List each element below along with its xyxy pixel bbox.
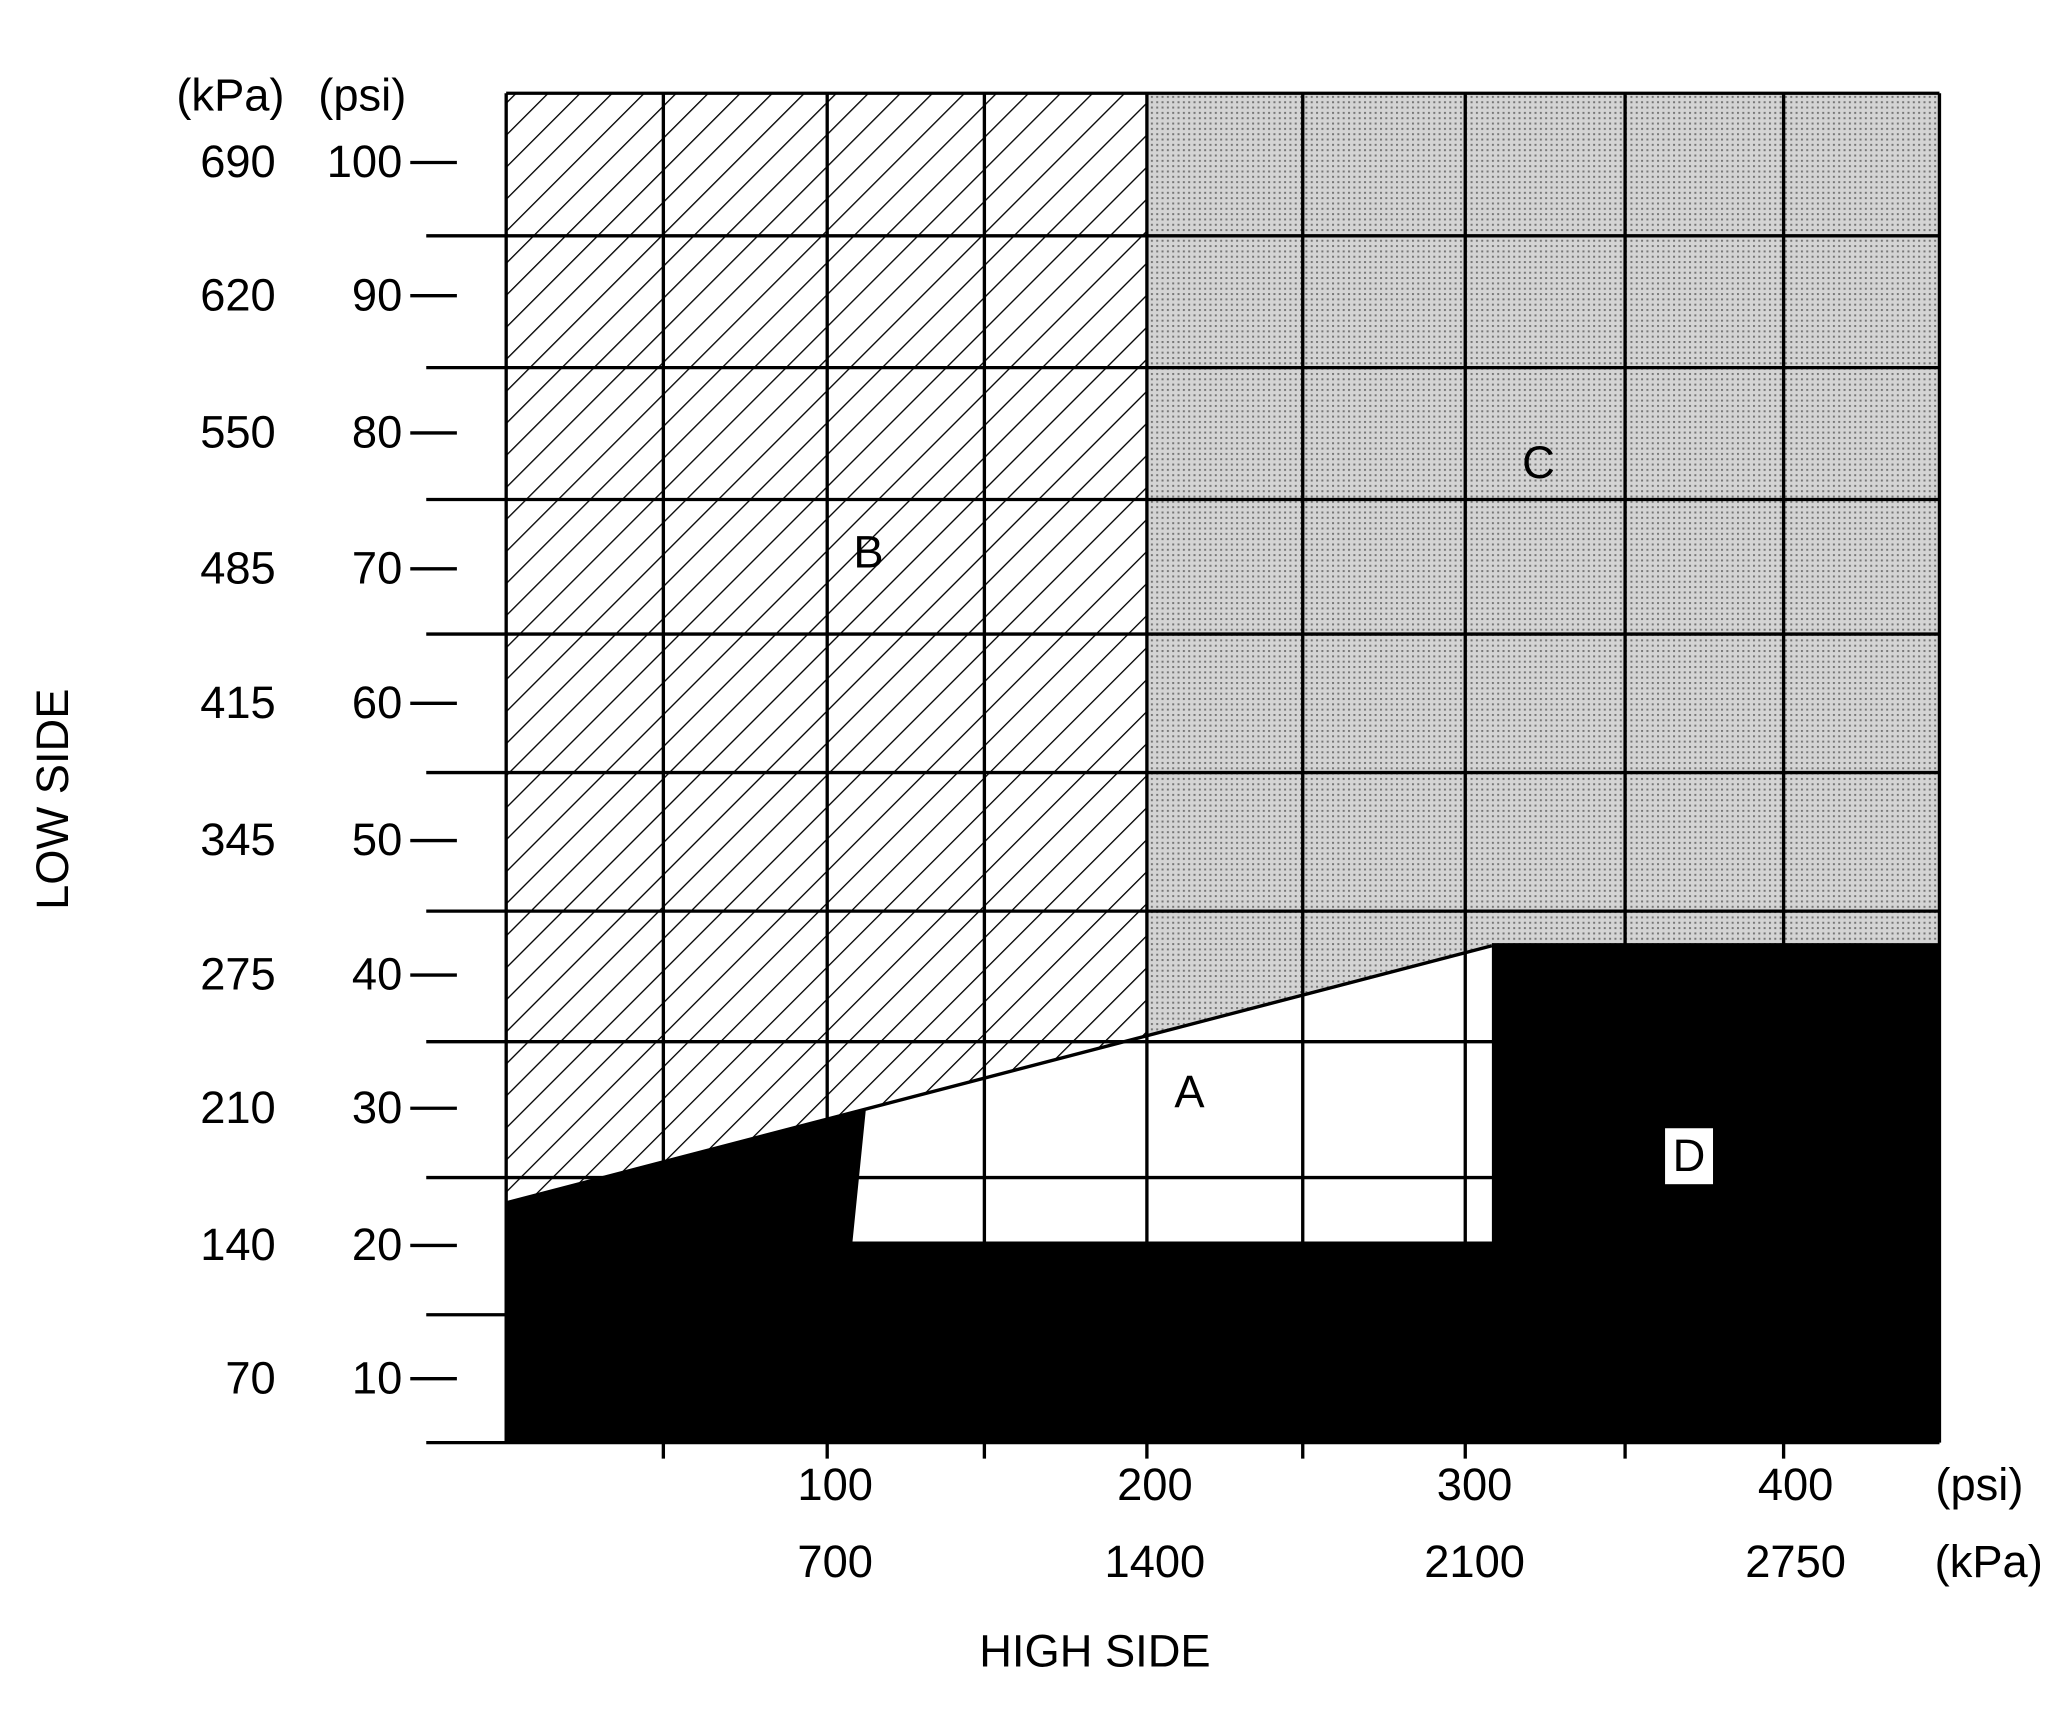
y-tick-label-psi: 70 [352, 542, 402, 593]
y-tick-label-kpa: 70 [225, 1352, 275, 1403]
region-label: C [1522, 437, 1555, 488]
y-axis-title: LOW SIDE [27, 689, 78, 910]
y-tick-label-psi: 10 [352, 1352, 402, 1403]
region-label: D [1673, 1130, 1706, 1181]
region-label: A [1174, 1066, 1205, 1117]
x-tick-label-kpa: 1400 [1105, 1536, 1206, 1587]
region-label: B [853, 526, 883, 577]
y-tick-label-psi: 50 [352, 814, 402, 865]
y-tick-label-kpa: 415 [200, 677, 276, 728]
x-tick-label-psi: 300 [1437, 1459, 1513, 1510]
y-tick-label-psi: 100 [327, 136, 403, 187]
region-c-fill [1146, 93, 1940, 1037]
y-tick-label-kpa: 620 [200, 269, 276, 320]
x-tick-label-psi: 100 [797, 1459, 873, 1510]
y-tick-label-kpa: 345 [200, 814, 276, 865]
y-tick-label-psi: 40 [352, 949, 402, 1000]
region-a-fill [852, 945, 1492, 1242]
x-tick-label-psi: 400 [1758, 1459, 1834, 1510]
y-tick-label-kpa: 140 [200, 1219, 276, 1270]
x-tick-label-psi: 200 [1117, 1459, 1193, 1510]
y-tick-label-kpa: 485 [200, 542, 276, 593]
labels: 690 100 620 90 550 80 485 70 415 60 345 50 275 40 210 3… [200, 136, 1846, 1587]
x-unit-label: (kPa) [1935, 1536, 2043, 1587]
boundary-line [505, 944, 1493, 1205]
x-unit-label: (psi) [1935, 1459, 2023, 1510]
y-tick-label-psi: 90 [352, 269, 402, 320]
y-tick-label-kpa: 210 [200, 1082, 276, 1133]
region-d-fill [506, 943, 1940, 1443]
y-tick-label-kpa: 550 [200, 407, 276, 458]
x-tick-label-kpa: 2100 [1424, 1536, 1525, 1587]
y-tick-label-kpa: 275 [200, 949, 276, 1000]
y-tick-label-psi: 20 [352, 1219, 402, 1270]
x-tick-label-kpa: 2750 [1745, 1536, 1846, 1587]
y-tick-label-psi: 30 [352, 1082, 402, 1133]
x-axis-title: HIGH SIDE [979, 1625, 1210, 1676]
region-d-label-box [1665, 1128, 1714, 1185]
y-tick-label-psi: 80 [352, 407, 402, 458]
y-unit-label: (psi) [318, 70, 406, 121]
y-unit-label: (kPa) [176, 70, 284, 121]
y-tick-label-kpa: 690 [200, 136, 276, 187]
y-tick-label-psi: 60 [352, 677, 402, 728]
x-tick-label-kpa: 700 [797, 1536, 873, 1587]
